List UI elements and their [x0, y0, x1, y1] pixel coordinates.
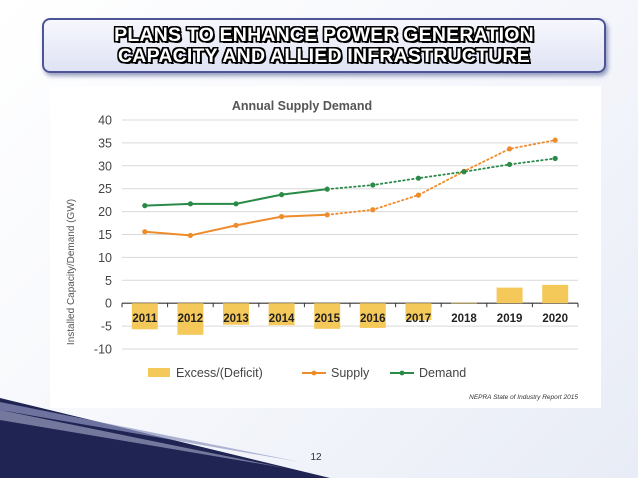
source-note: NEPRA State of Industry Report 2015 — [469, 394, 578, 401]
point-demand — [187, 201, 193, 207]
bar-excess-deficit — [542, 284, 569, 304]
x-tick-label: 2020 — [542, 313, 568, 325]
bar-excess-deficit — [496, 287, 523, 304]
x-tick-labels: 2011 2012 2013 2014 2015 2016 2017 2018 2019 2020 — [132, 313, 568, 325]
chart-legend: Excess/(Deficit) Supply Demand — [148, 366, 466, 380]
decorative-swoosh — [0, 398, 330, 478]
y-tick-label: 30 — [98, 159, 112, 173]
y-axis-label: Installed Capacity/Demand (GW) — [66, 199, 77, 345]
legend-label-demand: Demand — [419, 366, 466, 380]
x-tick-label: 2011 — [132, 313, 158, 325]
legend-label-supply: Supply — [331, 366, 370, 380]
line-demand-projected — [326, 157, 557, 191]
y-tick-label: -10 — [94, 343, 112, 357]
point-supply — [279, 214, 285, 220]
slide-title-line-1: PLANS TO ENHANCE POWER GENERATION — [114, 23, 534, 46]
excess-deficit-bars — [131, 284, 569, 335]
point-supply — [233, 222, 239, 228]
y-tick-label: 25 — [98, 182, 112, 196]
y-tick-label: 20 — [98, 205, 112, 219]
y-tick-label: 5 — [105, 274, 112, 288]
point-demand — [370, 182, 376, 188]
bar-excess-deficit — [405, 303, 432, 321]
point-supply — [552, 137, 558, 143]
bar-excess-deficit — [177, 303, 204, 335]
point-supply — [370, 207, 376, 213]
bar-excess-deficit — [268, 303, 295, 326]
bar-excess-deficit — [314, 303, 341, 329]
legend-label-excess: Excess/(Deficit) — [176, 366, 263, 380]
point-supply — [187, 232, 193, 239]
series-lines — [144, 139, 557, 237]
x-tick-label: 2018 — [451, 313, 477, 325]
y-tick-label: 10 — [98, 251, 112, 265]
point-demand — [324, 186, 330, 192]
chart-title: Annual Supply Demand — [232, 99, 372, 113]
point-demand — [279, 192, 285, 198]
point-supply — [142, 229, 148, 235]
x-tick-label: 2012 — [178, 313, 204, 325]
slide-title-line-2: CAPACITY AND ALLIED INFRASTRUCTURE — [118, 44, 530, 67]
y-tick-label: 0 — [105, 297, 112, 311]
x-tick-label: 2014 — [269, 313, 295, 325]
page-number: 12 — [310, 452, 322, 463]
point-demand — [233, 201, 239, 207]
y-tick-label: 35 — [98, 136, 112, 150]
slide-title: PLANS TO ENHANCE POWER GENERATION CAPACI… — [114, 23, 534, 67]
bar-excess-deficit — [131, 303, 158, 330]
bar-excess-deficit — [451, 302, 477, 304]
bar-excess-deficit — [359, 303, 386, 328]
point-demand — [507, 161, 513, 168]
point-demand — [461, 169, 467, 175]
point-supply — [324, 212, 330, 218]
point-demand — [142, 203, 148, 209]
supply-demand-chart: Annual Supply Demand 4035302520151050-5-… — [66, 99, 579, 401]
x-tick-label: 2019 — [497, 313, 523, 325]
y-tick-label: -5 — [101, 320, 112, 334]
line-supply-projected — [326, 139, 557, 216]
series-points — [142, 137, 558, 239]
x-tick-label: 2015 — [314, 313, 340, 325]
y-tick-label: 15 — [98, 228, 112, 242]
point-demand — [552, 155, 558, 162]
legend-marker-supply — [311, 370, 317, 376]
chart-card: Annual Supply Demand 40 35 30 25 20 15 10 5 0 -5-… — [50, 86, 601, 408]
y-tick-labels: 40 35 30 25 20 15 10 5 0 -5 -10 — [94, 114, 112, 357]
x-tick-label: 2013 — [223, 313, 249, 325]
legend-swatch-excess — [148, 368, 170, 377]
slide-title-box: PLANS TO ENHANCE POWER GENERATION CAPACI… — [42, 18, 606, 73]
y-tick-label: 40 — [98, 114, 112, 128]
bar-excess-deficit — [223, 303, 249, 325]
point-supply — [507, 146, 513, 152]
point-supply — [415, 192, 421, 198]
legend-marker-demand — [399, 370, 405, 376]
x-tick-label: 2017 — [406, 313, 432, 325]
x-tick-label: 2016 — [360, 313, 386, 325]
point-demand — [415, 175, 421, 181]
